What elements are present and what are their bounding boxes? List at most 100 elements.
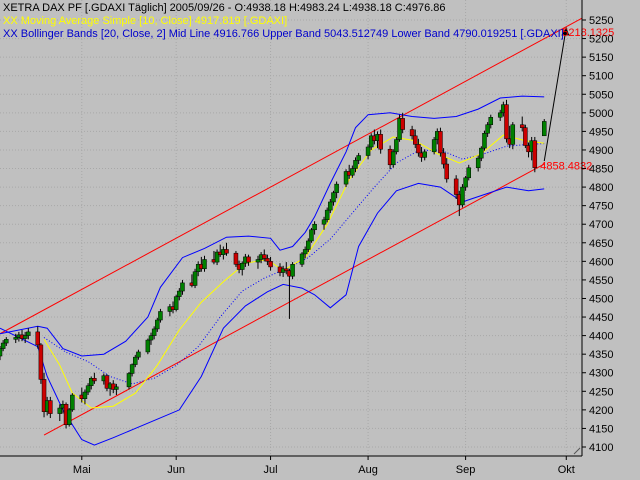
- y-tick-label: 4200: [589, 405, 613, 417]
- y-tick-label: 4450: [589, 312, 613, 324]
- candle-body: [460, 186, 465, 206]
- x-tick-label: Sep: [456, 464, 476, 476]
- candle-body: [453, 178, 459, 195]
- candle-body: [239, 262, 245, 270]
- candle-body: [485, 124, 490, 134]
- annotation-label: 4858.4832: [540, 160, 592, 172]
- candle-body: [35, 331, 41, 346]
- candle-body: [479, 147, 484, 159]
- candle-body: [145, 339, 151, 353]
- candle-body: [321, 219, 327, 225]
- trend-channel: [0, 17, 583, 436]
- candle-body: [390, 151, 396, 166]
- candle-body: [233, 252, 239, 265]
- y-tick-label: 4550: [589, 275, 613, 287]
- candle-body: [475, 157, 481, 169]
- candle-body: [519, 124, 525, 128]
- candle-body: [309, 229, 314, 242]
- candle-body: [214, 251, 220, 263]
- y-tick-label: 4100: [589, 442, 613, 454]
- y-tick-label: 4650: [589, 238, 613, 250]
- y-tick-label: 4850: [589, 164, 613, 176]
- candle-body: [66, 409, 72, 425]
- candle-body: [488, 117, 494, 125]
- candle-body: [466, 167, 471, 179]
- candle-body: [180, 282, 185, 292]
- x-axis: Mai Jun Jul Aug Sep Okt: [0, 447, 582, 476]
- x-tick-label: Jul: [264, 464, 278, 476]
- channel-line-lower: [43, 163, 545, 436]
- candle-body: [413, 135, 418, 145]
- candle-body: [422, 151, 427, 158]
- y-tick-label: 5250: [589, 15, 613, 27]
- y-tick-label: 4150: [589, 423, 613, 435]
- legend-line-2: XX Moving Average Simple [10, Close] 491…: [3, 15, 287, 27]
- y-tick-label: 5150: [589, 52, 613, 64]
- candle-body: [133, 356, 138, 365]
- candle-body: [431, 139, 437, 153]
- candle-body: [48, 400, 53, 414]
- grid: [0, 0, 582, 456]
- candle-body: [306, 240, 311, 250]
- candle-body: [114, 386, 119, 390]
- candle-body: [0, 342, 6, 349]
- candle-body: [158, 311, 163, 321]
- candle-body: [13, 337, 18, 340]
- y-tick-label: 5000: [589, 108, 613, 120]
- candle-body: [510, 124, 516, 145]
- projection-arrow: [543, 27, 567, 162]
- x-tick-label: Aug: [358, 464, 378, 476]
- annotations: 5218.1325 4858.4832: [540, 27, 614, 173]
- bollinger-lower-line: [0, 182, 545, 446]
- y-tick-label: 5050: [589, 89, 613, 101]
- y-tick-label: 4250: [589, 386, 613, 398]
- y-tick-label: 4900: [589, 145, 613, 157]
- candle-body: [224, 249, 229, 254]
- candle-body: [409, 129, 415, 137]
- candle-body: [255, 259, 261, 263]
- candle-body: [416, 144, 421, 154]
- candle-body: [331, 192, 336, 203]
- candle-body: [173, 296, 179, 310]
- candle-body: [155, 319, 160, 330]
- y-tick-label: 4750: [589, 201, 613, 213]
- candle-body: [504, 104, 509, 140]
- candle-body: [136, 351, 141, 358]
- y-tick-label: 5100: [589, 71, 613, 83]
- y-tick-label: 4400: [589, 331, 613, 343]
- candle-body: [334, 183, 339, 193]
- candle-body: [365, 146, 371, 156]
- candle-body: [350, 168, 355, 176]
- candle-body: [151, 328, 157, 336]
- candle-body: [394, 139, 399, 153]
- candle-body: [353, 160, 358, 169]
- candle-body: [177, 290, 182, 297]
- candle-body: [265, 258, 270, 262]
- candle-body: [328, 201, 333, 211]
- candle-body: [70, 394, 75, 411]
- candle-body: [324, 209, 330, 221]
- candle-body: [268, 261, 273, 268]
- candle-body: [82, 391, 88, 399]
- annotation-label: 5218.1325: [562, 27, 614, 39]
- candle-body: [523, 127, 528, 146]
- y-axis: 5250 5200 5150 5100 5050 5000 4950 4900 4850 4800…: [581, 0, 613, 456]
- candle-body: [4, 339, 9, 344]
- y-tick-label: 4950: [589, 126, 613, 138]
- candle-body: [22, 335, 28, 339]
- candle-body: [441, 152, 446, 165]
- candle-body: [290, 264, 295, 277]
- candle-body: [400, 118, 405, 130]
- x-tick-label: Okt: [558, 464, 575, 476]
- candle-body: [92, 378, 97, 382]
- y-tick-label: 4600: [589, 256, 613, 268]
- resize-grip: [573, 447, 581, 455]
- candle-body: [541, 121, 547, 137]
- candle-body: [85, 385, 91, 393]
- candle-body: [356, 155, 361, 161]
- y-tick-label: 4700: [589, 219, 613, 231]
- candle-body: [299, 253, 305, 265]
- candle-body: [463, 177, 468, 188]
